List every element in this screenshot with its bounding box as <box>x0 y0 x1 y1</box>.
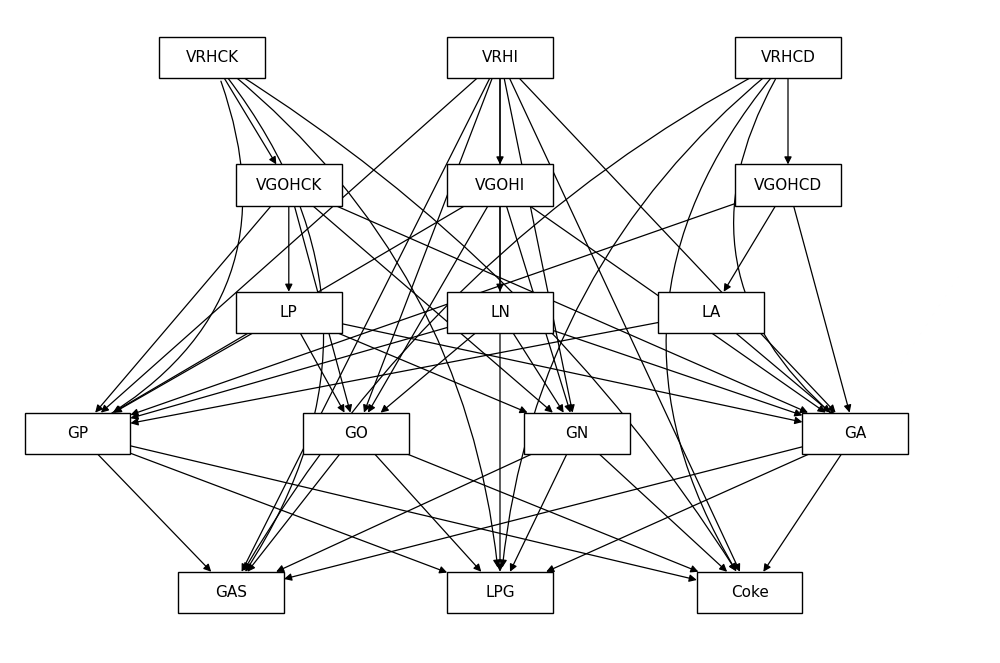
FancyArrowPatch shape <box>382 333 475 412</box>
FancyBboxPatch shape <box>447 292 553 333</box>
FancyArrowPatch shape <box>375 454 480 571</box>
FancyArrowPatch shape <box>242 78 490 571</box>
FancyBboxPatch shape <box>303 412 409 454</box>
FancyArrowPatch shape <box>102 78 477 412</box>
Text: LA: LA <box>702 305 721 320</box>
FancyArrowPatch shape <box>497 78 503 570</box>
FancyArrowPatch shape <box>130 453 446 573</box>
FancyArrowPatch shape <box>313 206 552 412</box>
FancyArrowPatch shape <box>231 74 500 566</box>
Text: GO: GO <box>344 426 368 441</box>
FancyArrowPatch shape <box>338 333 526 412</box>
FancyArrowPatch shape <box>132 322 658 425</box>
FancyArrowPatch shape <box>115 333 253 412</box>
FancyArrowPatch shape <box>764 454 841 571</box>
Text: VGOHI: VGOHI <box>475 178 525 193</box>
FancyArrowPatch shape <box>336 206 807 412</box>
FancyArrowPatch shape <box>224 78 276 163</box>
FancyArrowPatch shape <box>294 206 351 411</box>
Text: VRHCD: VRHCD <box>761 50 815 66</box>
FancyBboxPatch shape <box>447 572 553 613</box>
FancyBboxPatch shape <box>178 572 284 613</box>
FancyArrowPatch shape <box>130 446 695 581</box>
FancyBboxPatch shape <box>159 37 265 78</box>
Text: VGOHCK: VGOHCK <box>256 178 322 193</box>
Text: VRHI: VRHI <box>482 50 518 66</box>
FancyArrowPatch shape <box>114 206 465 412</box>
FancyArrowPatch shape <box>530 206 824 412</box>
FancyArrowPatch shape <box>504 78 574 411</box>
FancyBboxPatch shape <box>236 164 342 206</box>
Text: Coke: Coke <box>731 585 769 600</box>
FancyArrowPatch shape <box>506 206 571 411</box>
FancyArrowPatch shape <box>227 78 324 571</box>
FancyArrowPatch shape <box>510 454 567 571</box>
FancyBboxPatch shape <box>802 412 908 454</box>
FancyArrowPatch shape <box>497 206 503 290</box>
FancyBboxPatch shape <box>735 37 841 78</box>
FancyArrowPatch shape <box>666 77 772 570</box>
Text: LP: LP <box>280 305 298 320</box>
FancyArrowPatch shape <box>794 206 851 411</box>
Text: GA: GA <box>844 426 866 441</box>
FancyArrowPatch shape <box>785 78 791 163</box>
FancyBboxPatch shape <box>447 37 553 78</box>
FancyArrowPatch shape <box>286 206 292 290</box>
FancyBboxPatch shape <box>236 292 342 333</box>
FancyArrowPatch shape <box>96 206 271 412</box>
FancyArrowPatch shape <box>233 71 736 570</box>
FancyBboxPatch shape <box>447 164 553 206</box>
Text: GN: GN <box>565 426 588 441</box>
FancyArrowPatch shape <box>101 81 243 420</box>
FancyArrowPatch shape <box>285 447 802 580</box>
Text: GAS: GAS <box>215 585 247 600</box>
FancyArrowPatch shape <box>407 454 697 572</box>
FancyArrowPatch shape <box>500 74 769 566</box>
FancyArrowPatch shape <box>277 454 532 572</box>
FancyArrowPatch shape <box>132 204 735 415</box>
Text: VGOHCD: VGOHCD <box>754 178 822 193</box>
FancyArrowPatch shape <box>497 78 503 163</box>
FancyArrowPatch shape <box>244 70 766 570</box>
FancyArrowPatch shape <box>736 333 829 412</box>
FancyArrowPatch shape <box>369 206 488 412</box>
Text: LN: LN <box>490 305 510 320</box>
FancyBboxPatch shape <box>697 572 802 613</box>
Text: VRHCK: VRHCK <box>185 50 239 66</box>
FancyBboxPatch shape <box>25 412 130 454</box>
FancyArrowPatch shape <box>248 454 340 571</box>
FancyArrowPatch shape <box>513 333 563 412</box>
FancyArrowPatch shape <box>132 328 447 419</box>
FancyArrowPatch shape <box>734 80 835 416</box>
FancyBboxPatch shape <box>735 164 841 206</box>
FancyBboxPatch shape <box>524 412 630 454</box>
FancyBboxPatch shape <box>658 292 764 333</box>
FancyArrowPatch shape <box>342 324 801 424</box>
Text: GP: GP <box>67 426 88 441</box>
FancyArrowPatch shape <box>547 454 809 572</box>
FancyArrowPatch shape <box>300 333 344 412</box>
FancyArrowPatch shape <box>599 454 726 571</box>
Text: LPG: LPG <box>485 585 515 600</box>
FancyArrowPatch shape <box>520 78 835 412</box>
FancyArrowPatch shape <box>510 78 740 570</box>
FancyArrowPatch shape <box>724 206 776 290</box>
FancyArrowPatch shape <box>553 330 801 416</box>
FancyArrowPatch shape <box>98 454 210 571</box>
FancyArrowPatch shape <box>364 78 492 411</box>
